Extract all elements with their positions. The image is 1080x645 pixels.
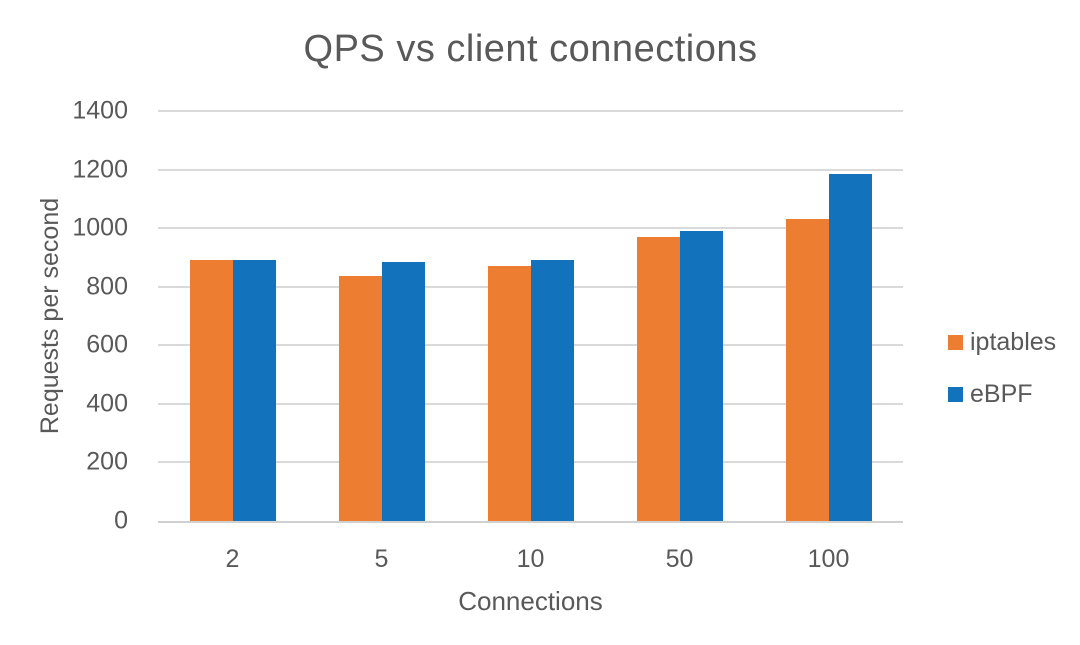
legend-swatch-iptables bbox=[948, 334, 963, 350]
bar-iptables-10 bbox=[487, 266, 531, 521]
plot-area bbox=[158, 110, 903, 523]
grid-line bbox=[158, 168, 903, 171]
y-tick-label: 800 bbox=[86, 272, 128, 301]
bar-ebpf-10 bbox=[530, 260, 574, 521]
bar-iptables-100 bbox=[785, 219, 829, 521]
x-tick-label: 50 bbox=[665, 545, 694, 573]
x-tick-label: 10 bbox=[516, 545, 545, 573]
x-axis-label: Connections bbox=[458, 586, 603, 616]
y-tick-label: 400 bbox=[86, 389, 128, 418]
legend-swatch-ebpf bbox=[948, 386, 963, 402]
y-tick-label: 1000 bbox=[72, 213, 128, 242]
x-tick-label: 2 bbox=[225, 545, 240, 573]
chart-title: QPS vs client connections bbox=[303, 28, 758, 70]
bar-ebpf-50 bbox=[679, 231, 723, 521]
y-tick-label: 200 bbox=[86, 447, 128, 476]
legend-item-ebpf: eBPF bbox=[948, 380, 1056, 408]
bar-iptables-5 bbox=[338, 276, 382, 521]
y-tick-label: 0 bbox=[114, 506, 128, 535]
bar-iptables-50 bbox=[636, 236, 680, 521]
legend: iptables eBPF bbox=[948, 328, 1056, 432]
grid-line bbox=[158, 110, 903, 112]
legend-item-iptables: iptables bbox=[948, 328, 1056, 356]
bar-ebpf-5 bbox=[381, 261, 425, 521]
legend-label-ebpf: eBPF bbox=[970, 379, 1033, 408]
x-tick-label: 100 bbox=[807, 545, 850, 573]
legend-label-iptables: iptables bbox=[970, 327, 1057, 356]
y-tick-label: 1200 bbox=[72, 155, 128, 184]
x-tick-label: 5 bbox=[374, 545, 389, 573]
y-tick-label: 1400 bbox=[72, 96, 128, 125]
bar-ebpf-100 bbox=[828, 173, 872, 521]
bar-iptables-2 bbox=[189, 260, 233, 521]
y-tick-label: 600 bbox=[86, 330, 128, 359]
bar-ebpf-2 bbox=[232, 260, 276, 521]
grid-line bbox=[158, 227, 903, 230]
